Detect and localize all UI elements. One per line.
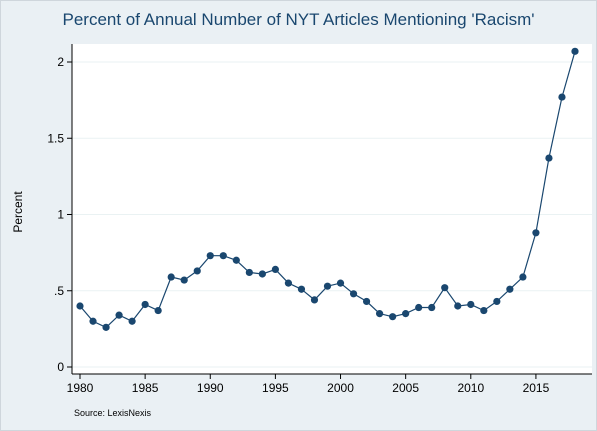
x-tick-label: 2015: [523, 381, 550, 395]
data-point: [232, 256, 240, 264]
data-point: [519, 273, 527, 281]
y-tick-label: 2: [57, 55, 64, 69]
data-point: [428, 303, 436, 312]
data-point: [506, 285, 514, 293]
data-point: [454, 302, 462, 310]
data-point: [389, 313, 397, 321]
x-tick-label: 1995: [262, 381, 289, 395]
x-tick-label: 1990: [197, 381, 224, 395]
y-tick-label: 1.5: [47, 131, 64, 145]
y-tick-label: 0: [57, 360, 64, 374]
data-point: [245, 268, 253, 277]
data-point: [532, 229, 540, 237]
data-point: [141, 300, 149, 309]
data-point: [571, 47, 579, 55]
data-point: [349, 290, 358, 298]
x-tick-label: 2005: [392, 381, 419, 395]
data-point: [219, 252, 227, 260]
y-tick-label: .5: [54, 284, 64, 298]
data-point: [558, 93, 566, 101]
data-point: [336, 279, 345, 287]
data-point: [271, 265, 279, 273]
chart-title: Percent of Annual Number of NYT Articles…: [62, 10, 535, 29]
data-point: [441, 284, 449, 292]
data-point: [467, 300, 475, 309]
data-point: [310, 296, 319, 304]
data-point: [545, 154, 553, 162]
data-point: [102, 323, 110, 331]
data-point: [493, 297, 501, 306]
data-point: [323, 282, 332, 290]
data-point: [89, 317, 97, 325]
data-point: [180, 276, 188, 284]
data-point: [206, 252, 214, 260]
data-point: [193, 267, 201, 275]
data-point: [284, 279, 293, 287]
data-point: [167, 273, 175, 281]
data-point: [115, 311, 123, 319]
data-point: [402, 310, 410, 318]
source-note: Source: LexisNexis: [74, 408, 152, 418]
x-tick-label: 1985: [132, 381, 159, 395]
data-point: [76, 302, 84, 310]
data-point: [258, 270, 266, 278]
data-point: [128, 317, 136, 325]
data-point: [362, 297, 371, 306]
plot-region: [72, 44, 592, 374]
y-tick-label: 1: [57, 208, 64, 222]
data-point: [297, 285, 306, 293]
data-point: [415, 303, 423, 312]
x-tick-label: 2000: [327, 381, 354, 395]
data-point: [154, 306, 162, 315]
x-tick-label: 2010: [457, 381, 484, 395]
x-tick-label: 1980: [67, 381, 94, 395]
data-point: [480, 306, 488, 315]
data-point: [376, 310, 384, 318]
